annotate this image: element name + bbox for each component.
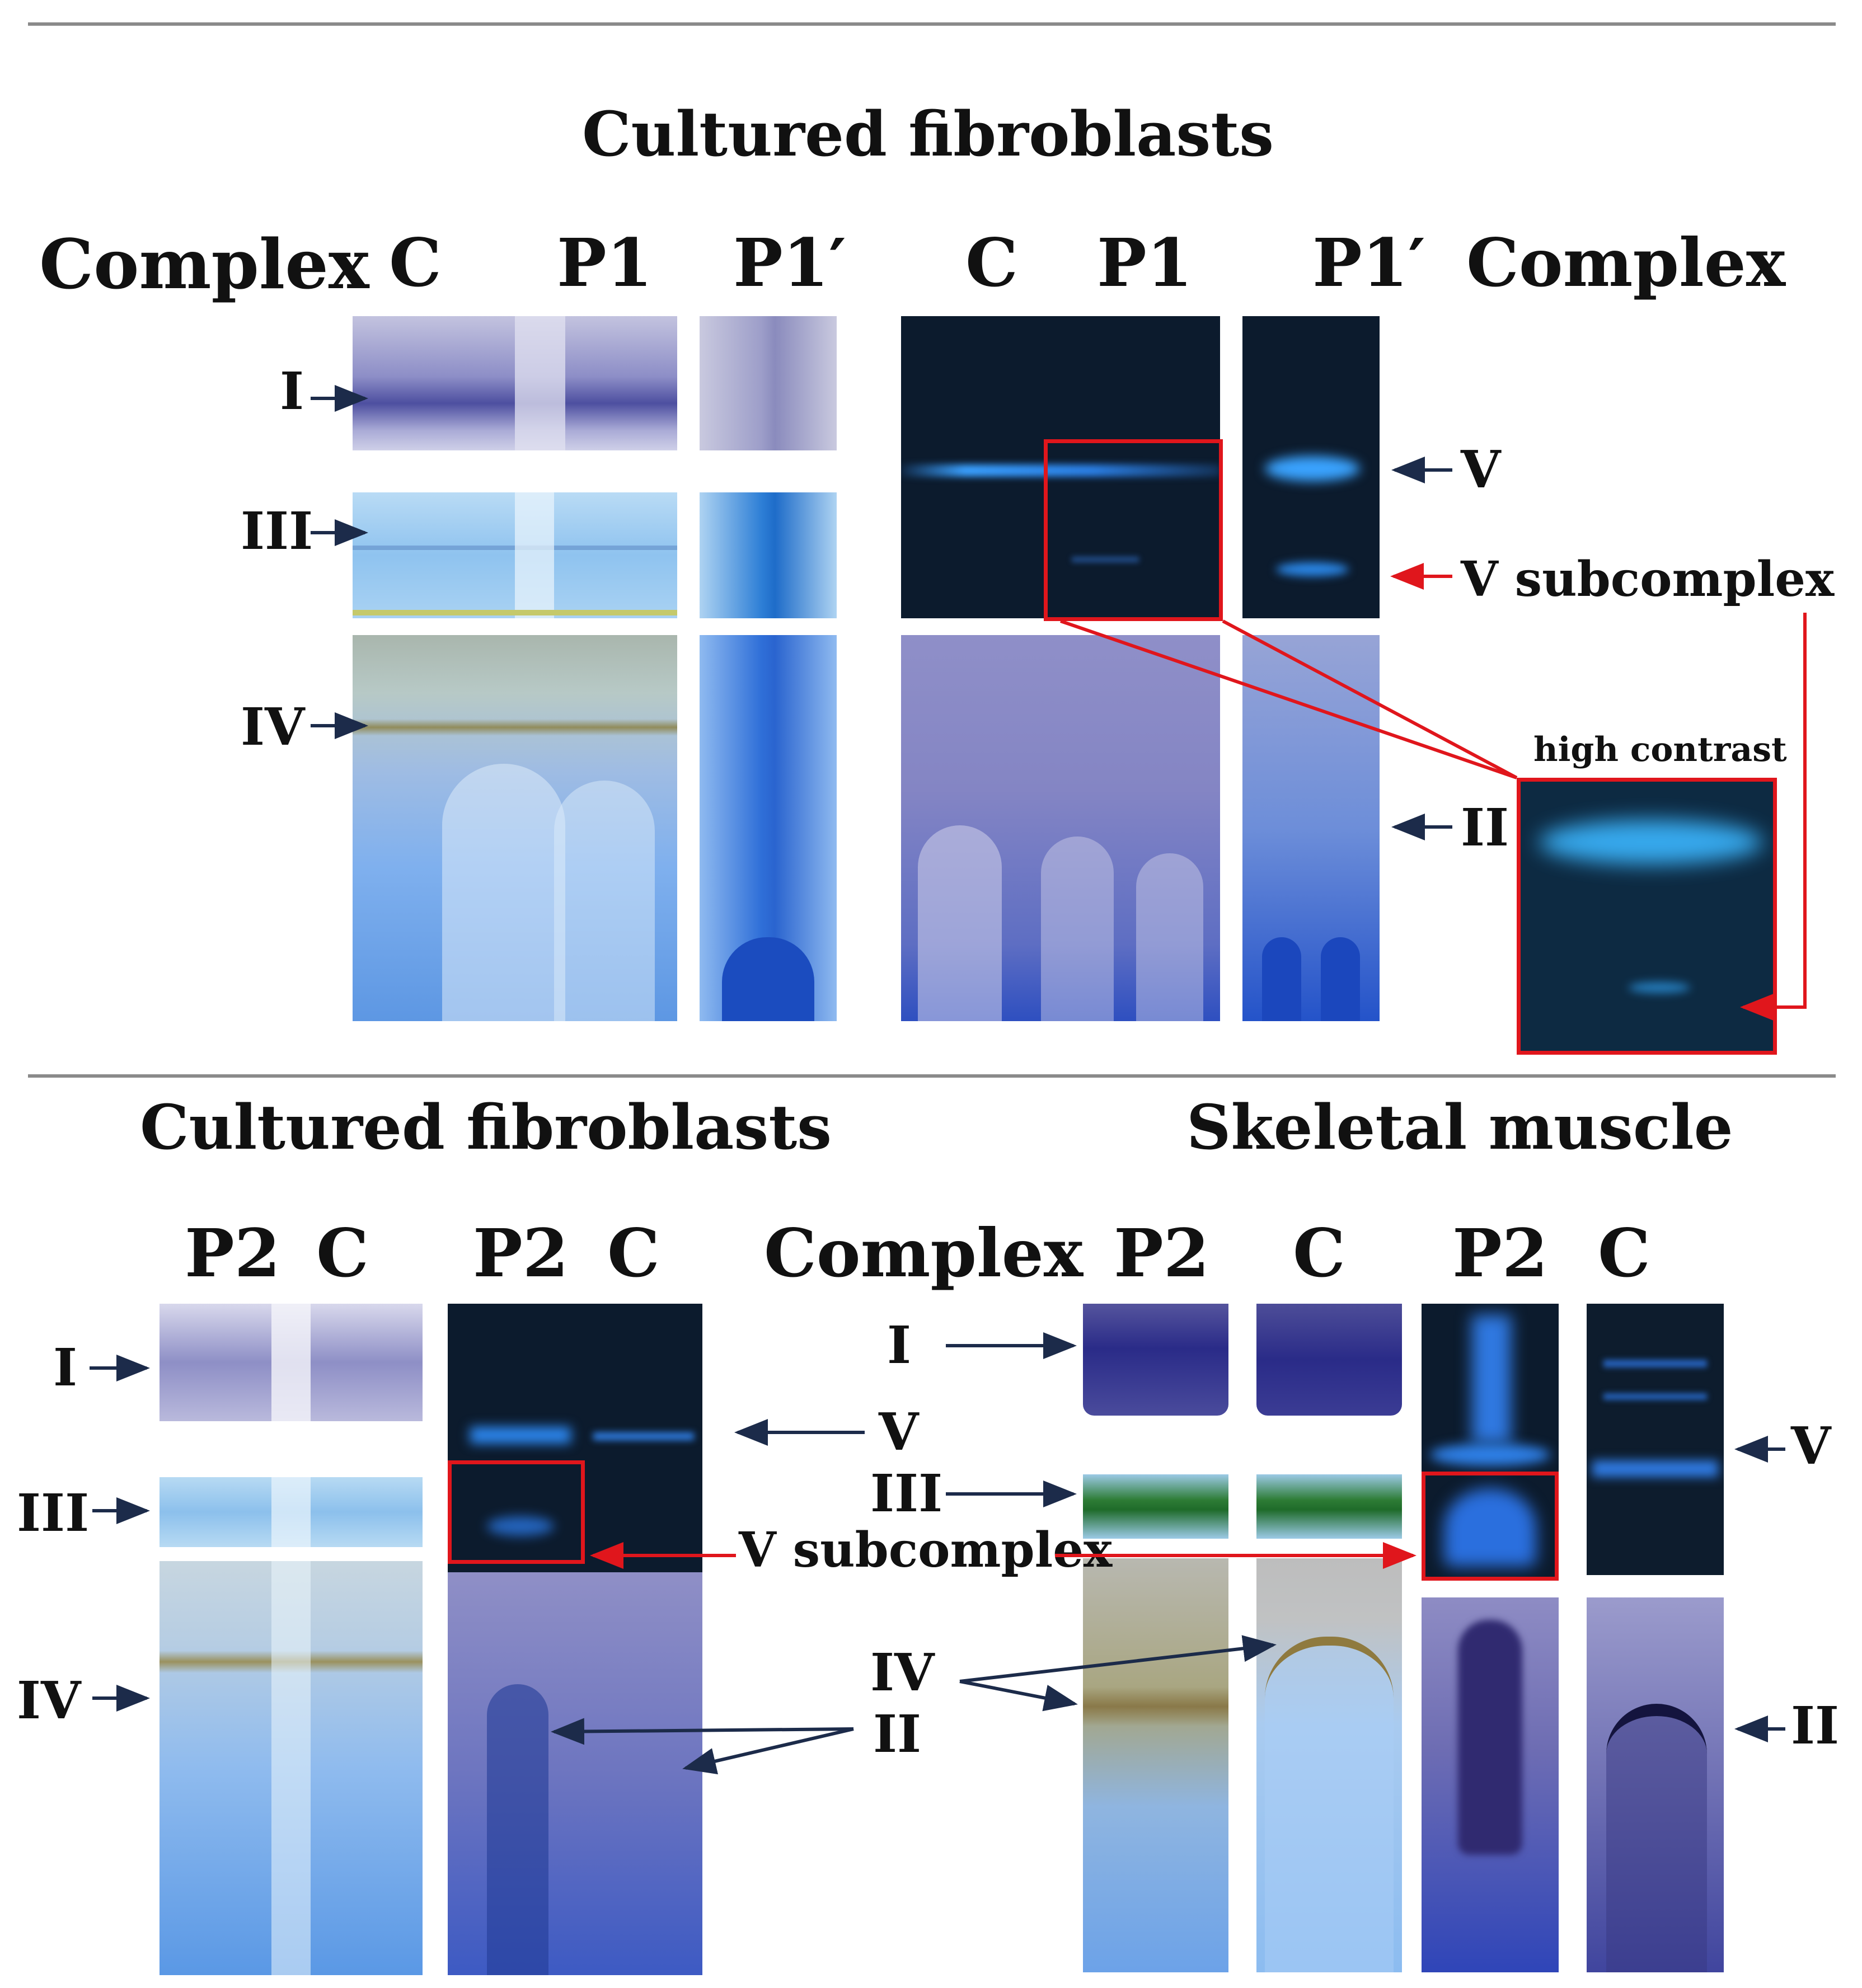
br-label-complex-i: I [887, 1315, 912, 1375]
br-gel-complex-i-p2 [1083, 1304, 1228, 1416]
br-gel-complex-v-p2 [1422, 1304, 1559, 1581]
gel-complex-i-p1-prime [700, 316, 837, 450]
bl-arrow-ii-c [682, 1727, 854, 1775]
top-title: Cultured fibroblasts [582, 98, 1274, 170]
bl-gel-complex-iii [160, 1477, 423, 1547]
lane-label-p1-right: P1 [1097, 224, 1193, 302]
inset-label: high contrast [1533, 730, 1787, 769]
top-divider [28, 22, 1836, 26]
bl-gel-complex-iv [160, 1561, 423, 1975]
lane-label-p1: P1 [557, 224, 653, 302]
br-lane-p2-b: P2 [1452, 1214, 1548, 1292]
br-gel-complex-iv-p2 [1083, 1558, 1228, 1972]
gel-complex-ii-p1-prime [1242, 635, 1380, 1021]
gel-complex-v-p1-prime [1242, 316, 1380, 618]
label-complex-iii: III [241, 501, 313, 561]
br-gel-complex-iii-p2 [1083, 1474, 1228, 1539]
br-gel-complex-i-c [1256, 1304, 1402, 1416]
bl-label-complex-v: V [879, 1402, 919, 1462]
br-label-complex-ii: II [873, 1704, 922, 1764]
lane-label-c: C [389, 224, 442, 302]
gel-complex-iv-c-p1 [353, 635, 677, 1021]
lane-label-p1-prime: P1′ [733, 224, 846, 302]
bl-label-complex-i: I [53, 1337, 78, 1398]
bottom-label-v-subcomplex: V subcomplex [739, 1522, 1113, 1578]
br-gel-complex-ii-c [1587, 1597, 1724, 1972]
br-gel-complex-iv-c [1256, 1558, 1402, 1972]
br-right-label-v: V [1791, 1416, 1831, 1476]
bottom-left-title: Cultured fibroblasts [140, 1091, 832, 1163]
gel-complex-v-c-p1 [901, 316, 1220, 618]
br-highlight-box-subcomplex [1422, 1472, 1559, 1581]
bl-lane-p2-b: P2 [473, 1214, 569, 1292]
complex-header-right: Complex [1466, 224, 1786, 302]
gel-complex-iii-c-p1 [353, 492, 677, 618]
br-arrow-complex-iv-p2 [959, 1680, 1078, 1712]
br-gel-complex-v-c [1587, 1304, 1724, 1575]
br-right-label-ii: II [1791, 1695, 1840, 1756]
br-label-complex-iii: III [870, 1463, 943, 1524]
gel-complex-iii-p1-prime [700, 492, 837, 618]
br-complex-header: Complex [764, 1214, 1084, 1292]
bottom-right-title: Skeletal muscle [1186, 1091, 1733, 1163]
bl-gel-complex-v [448, 1304, 702, 1572]
lane-label-c-right: C [965, 224, 1018, 302]
bl-gel-complex-i [160, 1304, 423, 1421]
bl-label-complex-iv: IV [17, 1670, 81, 1731]
gel-complex-iv-p1-prime [700, 635, 837, 1021]
inset-red-frame [1517, 778, 1777, 1055]
bl-gel-complex-ii [448, 1572, 702, 1975]
bl-lane-c-a: C [316, 1214, 369, 1292]
br-label-complex-iv: IV [870, 1642, 935, 1703]
bl-label-complex-iii: III [17, 1483, 90, 1543]
inset-high-contrast-gel [1517, 778, 1777, 1055]
label-complex-v: V [1461, 439, 1501, 500]
middle-divider [28, 1074, 1836, 1078]
bl-highlight-box-subcomplex [448, 1460, 585, 1564]
gel-complex-ii-c-p1 [901, 635, 1220, 1021]
highlight-box-p1-subcomplex [1044, 439, 1223, 621]
complex-header-left: Complex [39, 224, 369, 304]
label-complex-i: I [280, 361, 304, 421]
label-complex-ii: II [1461, 797, 1509, 858]
lane-label-p1-prime-right: P1′ [1312, 224, 1425, 302]
bl-lane-c-b: C [607, 1214, 660, 1292]
gel-complex-i-c-p1 [353, 316, 677, 450]
bl-lane-p2-a: P2 [185, 1214, 280, 1292]
br-gel-complex-ii-p2 [1422, 1597, 1559, 1972]
label-complex-iv: IV [241, 697, 305, 757]
br-lane-c-b: C [1598, 1214, 1650, 1292]
label-v-subcomplex: V subcomplex [1461, 551, 1835, 608]
br-gel-complex-iii-c [1256, 1474, 1402, 1539]
br-lane-c-a: C [1293, 1214, 1345, 1292]
br-lane-p2-a: P2 [1114, 1214, 1209, 1292]
